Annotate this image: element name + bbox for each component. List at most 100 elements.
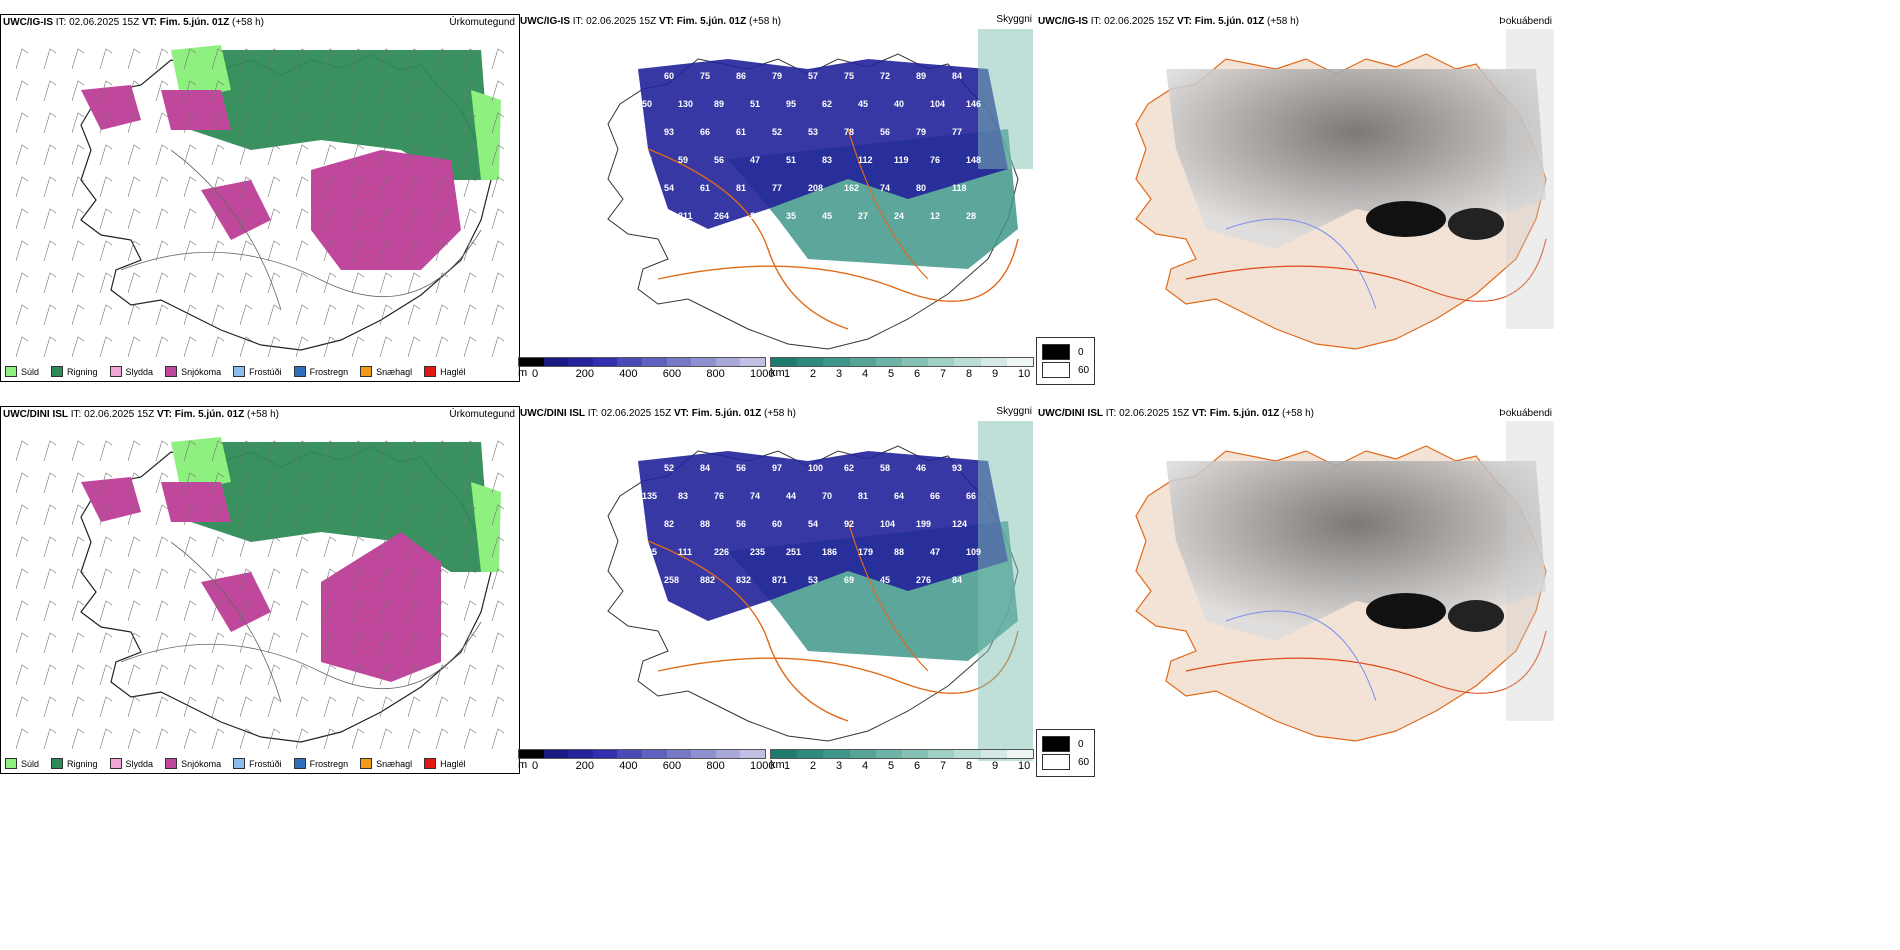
wind-barb [15, 664, 29, 686]
scale-tick-label: 6 [914, 760, 921, 772]
panel-title: UWC/IG-IS IT: 02.06.2025 15Z VT: Fim. 5.… [3, 17, 264, 28]
wind-barb [15, 112, 29, 134]
scale-tick-label: 7 [940, 760, 947, 772]
wind-barb [463, 176, 477, 198]
wind-barb [351, 304, 365, 326]
legend-label: Rigning [67, 758, 98, 769]
legend-item: Haglél [424, 758, 466, 769]
wind-barb [183, 728, 197, 750]
drizzle-area [171, 437, 231, 492]
wind-barb [183, 208, 197, 230]
wind-barb [183, 664, 197, 686]
scale-tick-label: 9 [992, 760, 999, 772]
precip-legend: Súld Rigning Slydda Snjókoma Frostúði Frostre… [5, 758, 466, 769]
wind-barb [211, 600, 225, 622]
scale-tick-label: 2 [810, 760, 817, 772]
drizzle-area [171, 45, 231, 100]
wind-barb [211, 240, 225, 262]
wind-barb [491, 208, 505, 230]
wind-barb [99, 536, 113, 558]
wind-barb [407, 304, 421, 326]
wind-barb [43, 600, 57, 622]
wind-barb [43, 240, 57, 262]
wind-barb [351, 240, 365, 262]
road-line [657, 238, 1019, 302]
scale-unit: km [770, 367, 785, 379]
wind-barb [155, 240, 169, 262]
visibility-scale-m: m 0 200 400 600 800 1000 [518, 357, 774, 382]
fog-panel-dini: UWC/DINI ISL IT: 02.06.2025 15Z VT: Fim.… [1036, 406, 1556, 772]
wind-barb [379, 240, 393, 262]
island-group [80, 45, 501, 351]
wind-barb [463, 48, 477, 70]
wind-barb [155, 48, 169, 70]
visibility-value-label: 45 [880, 575, 890, 585]
wind-barb [211, 144, 225, 166]
visibility-value-label: 72 [628, 239, 638, 249]
wind-barb [295, 208, 309, 230]
scale-step [902, 358, 929, 366]
wind-barb [15, 304, 29, 326]
visibility-value-label: 88 [700, 519, 710, 529]
visibility-value-label: 97 [772, 463, 782, 473]
wind-barb [15, 568, 29, 590]
scale-step [543, 358, 569, 366]
fog-area [1166, 69, 1546, 249]
scale-step [641, 750, 667, 758]
wind-barb [435, 728, 449, 750]
wind-barb [127, 176, 141, 198]
visibility-value-label: 48 [642, 155, 652, 165]
wind-barb [211, 80, 225, 102]
visibility-value-label: 54 [664, 183, 674, 193]
visibility-value-label: 56 [736, 463, 746, 473]
wind-barb [211, 504, 225, 526]
visibility-value-label: 93 [952, 463, 962, 473]
scale-step [823, 358, 850, 366]
wind-barb [127, 568, 141, 590]
scale-tick-label: 3 [836, 760, 843, 772]
wind-barb [99, 696, 113, 718]
wind-barb [323, 304, 337, 326]
wind-barb [43, 208, 57, 230]
wind-barb [435, 240, 449, 262]
legend-label: Snæhagl [376, 366, 413, 377]
visibility-m-area [638, 59, 1008, 229]
wind-barb [211, 304, 225, 326]
wind-barb [211, 176, 225, 198]
wind-barb [463, 472, 477, 494]
visibility-value-label: 80 [628, 71, 638, 81]
visibility-value-label: 88 [894, 547, 904, 557]
wind-barb [463, 632, 477, 654]
wind-barb [99, 240, 113, 262]
wind-barb [491, 272, 505, 294]
wind-barb [351, 440, 365, 462]
wind-barb [463, 536, 477, 558]
wind-barb [183, 472, 197, 494]
visibility-value-label: 56 [714, 155, 724, 165]
wind-barb [295, 664, 309, 686]
wind-barb [183, 304, 197, 326]
scale-tick-label: 800 [706, 760, 725, 772]
wind-barb [491, 632, 505, 654]
wind-barb [407, 112, 421, 134]
wind-barb [211, 632, 225, 654]
panel-variable-label: Skyggni [996, 14, 1032, 25]
wind-barb [127, 144, 141, 166]
wind-barb [211, 536, 225, 558]
legend-swatch [233, 366, 246, 377]
wind-barb [351, 504, 365, 526]
offshore-visibility [978, 29, 1033, 169]
scale-tick-label: 600 [662, 760, 682, 772]
wind-barb [463, 440, 477, 462]
visibility-value-label: 31 [700, 239, 710, 249]
visibility-panel-ig: UWC/IG-IS IT: 02.06.2025 15Z VT: Fim. 5.… [518, 14, 1036, 380]
wind-barb [379, 504, 393, 526]
snow-area [201, 572, 271, 632]
legend-label: Frostregn [309, 758, 349, 769]
wind-barb [183, 336, 197, 358]
wind-barb [267, 240, 281, 262]
wind-barb [323, 504, 337, 526]
wind-barb [267, 536, 281, 558]
wind-barb [127, 208, 141, 230]
scale-step [928, 750, 955, 758]
